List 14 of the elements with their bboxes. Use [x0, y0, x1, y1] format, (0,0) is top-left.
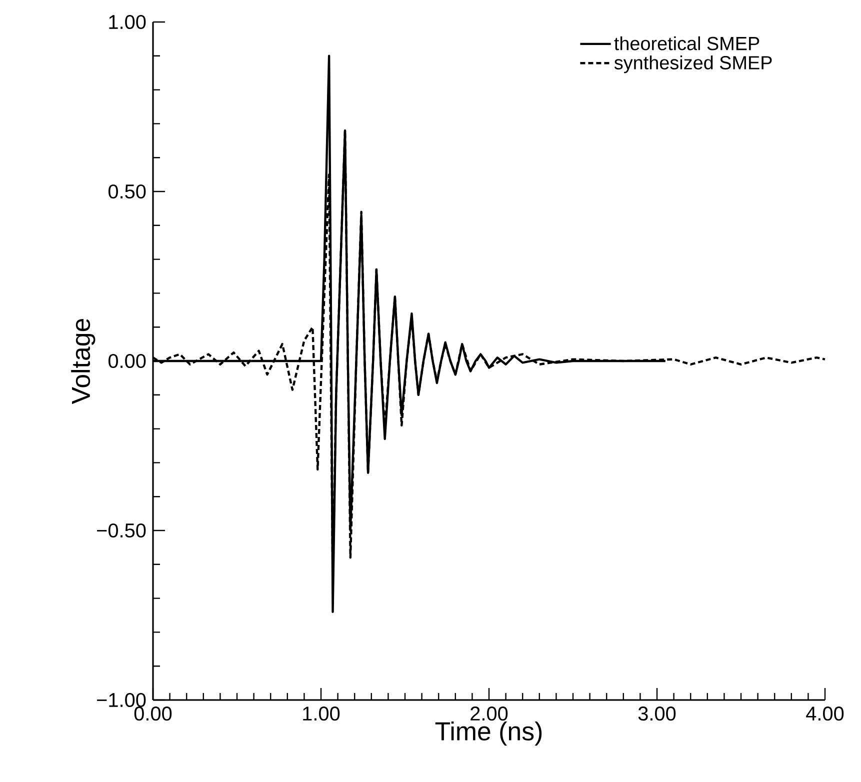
y-tick-label: −1.00: [97, 692, 146, 708]
x-axis-title: Time (ns): [435, 721, 542, 746]
y-tick-label: 0.00: [108, 354, 146, 368]
x-tick-label: 3.00: [638, 706, 676, 721]
x-tick-label: 1.00: [303, 706, 340, 721]
legend-label: theoretical SMEP: [614, 36, 760, 50]
y-tick-label: 1.00: [109, 14, 146, 30]
x-tick-label: 2.00: [470, 706, 508, 721]
legend-label: synthesized SMEP: [614, 56, 772, 74]
x-tick-label: 4.00: [806, 706, 844, 721]
y-tick-label: −0.50: [97, 523, 146, 538]
y-axis-title: Voltage: [71, 318, 96, 404]
y-tick-label: 0.50: [108, 184, 146, 199]
x-tick-label: 0.00: [134, 706, 172, 721]
